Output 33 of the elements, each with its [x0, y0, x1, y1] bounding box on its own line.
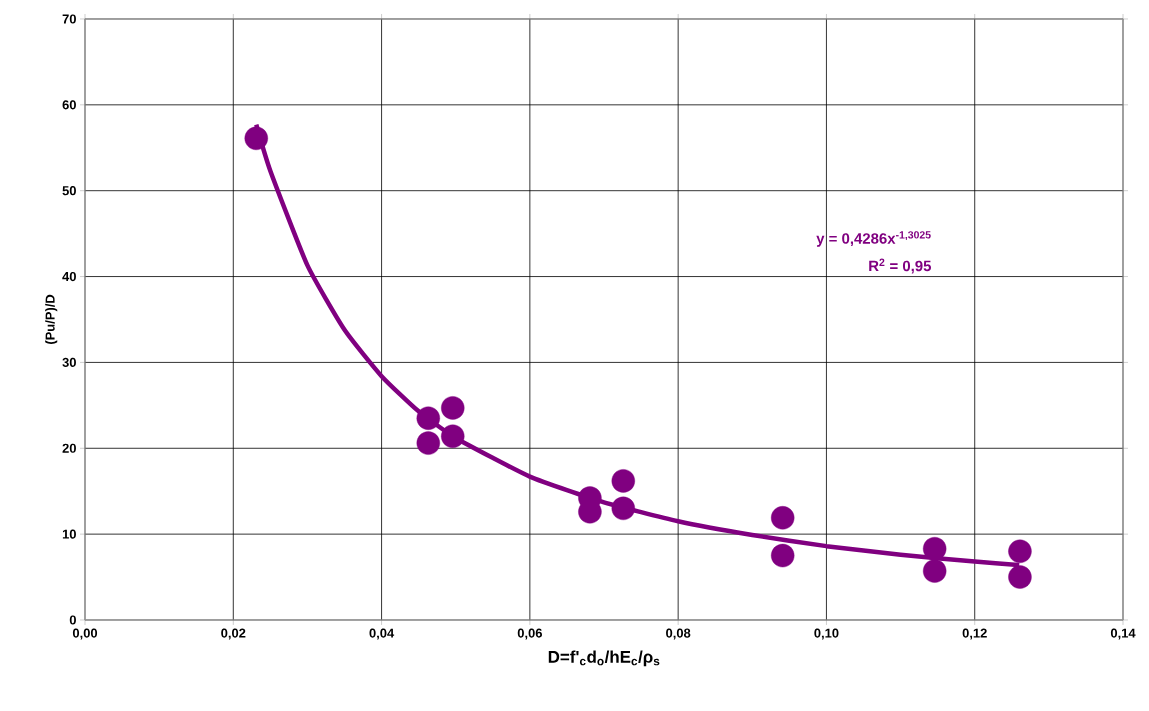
point: [922, 559, 947, 583]
y-tick-label: 50: [62, 186, 76, 196]
point: [770, 506, 795, 530]
x-tick-label: 0,10: [814, 628, 839, 640]
y-tick-label: 10: [62, 529, 76, 539]
annotation: R$^{2}$ = 0,95: [869, 258, 932, 274]
x-tick-label: 0,06: [517, 628, 542, 640]
point: [416, 431, 440, 455]
y-tick-label: 20: [62, 443, 76, 453]
x-tick-label: 0,08: [666, 628, 691, 640]
point: [922, 537, 947, 561]
point: [611, 496, 635, 521]
y-axis-title: (Pu/P)/D: [45, 294, 58, 345]
y-tick-label: 0: [69, 615, 76, 625]
x-tick-label: 0,14: [1110, 628, 1136, 640]
point: [1008, 565, 1032, 589]
x-tick-label: 0,02: [221, 628, 246, 640]
y-tick-label: 70: [62, 14, 76, 24]
point: [770, 543, 795, 568]
point: [244, 126, 268, 151]
point: [611, 469, 635, 493]
annotation: y = 0,4286x$^{-1,3025}$: [816, 231, 931, 247]
point: [1008, 539, 1032, 563]
x-tick-label: 0,00: [72, 628, 98, 640]
x-tick-label: 0,12: [962, 628, 987, 640]
y-tick-label: 30: [62, 357, 76, 367]
point: [416, 406, 440, 430]
x-tick-label: 0,04: [369, 628, 395, 640]
y-tick-label: 60: [62, 100, 76, 110]
point: [441, 396, 465, 420]
point: [441, 424, 465, 448]
x-axis-title: D=f'$_{c}$d$_{o}$/hE$_{c}$/ρ$_{s}$: [548, 650, 660, 667]
y-tick-label: 40: [62, 271, 76, 282]
